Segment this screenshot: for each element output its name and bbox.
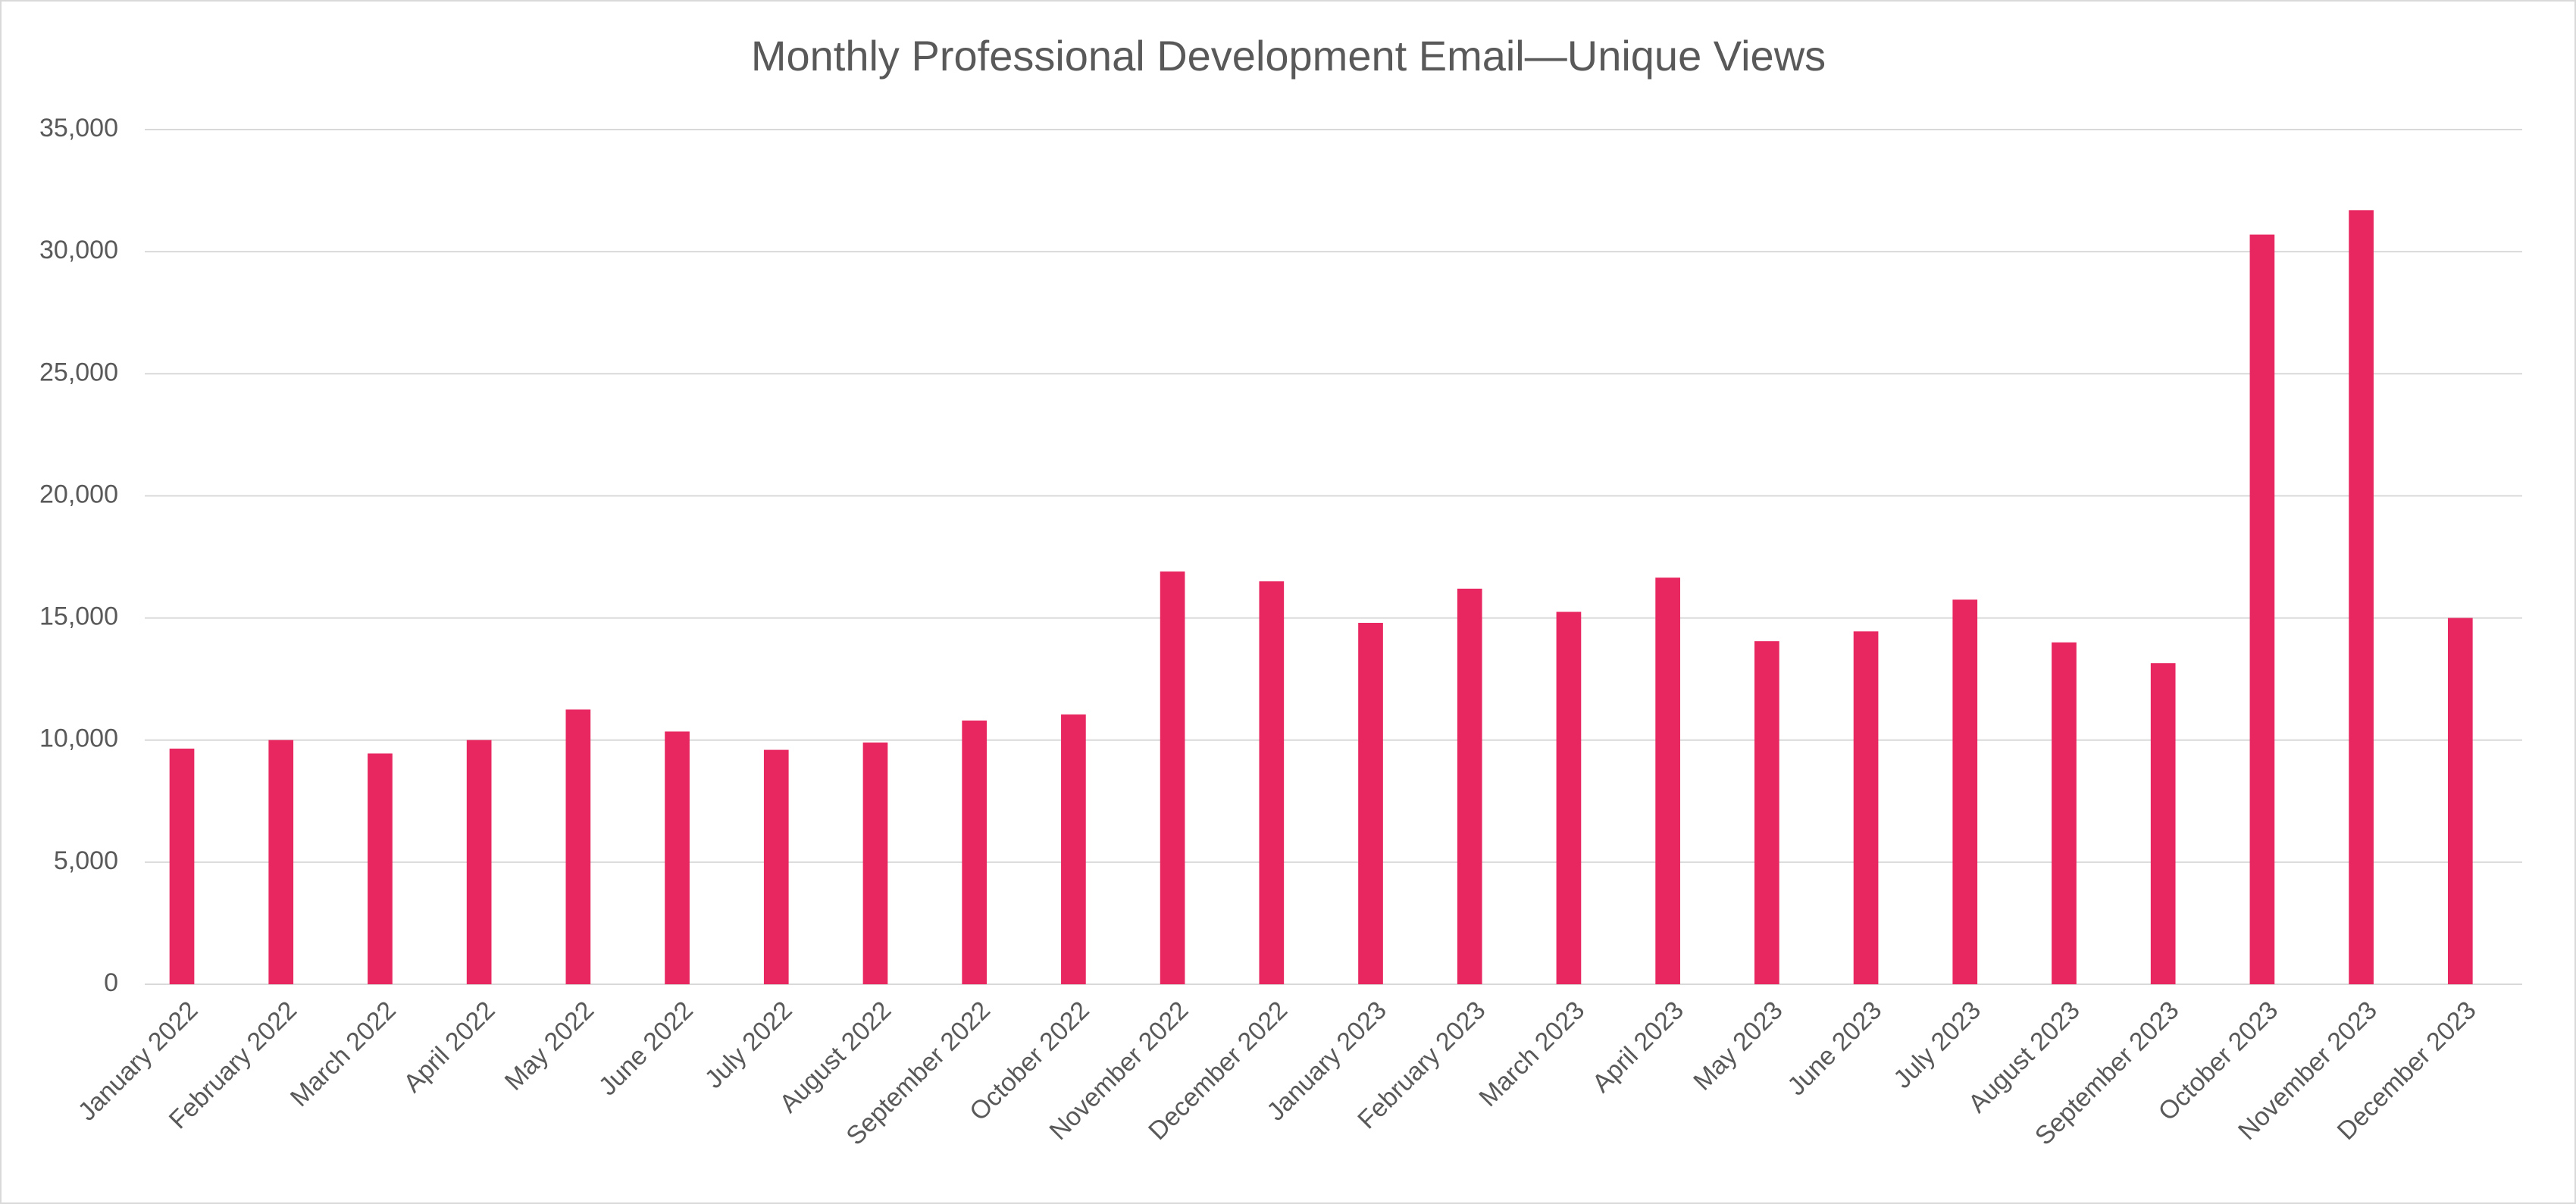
bar <box>368 753 393 984</box>
bar <box>1259 581 1285 984</box>
bar <box>763 749 789 984</box>
y-tick-label: 10,000 <box>39 724 118 753</box>
bar <box>565 709 591 984</box>
chart-title: Monthly Professional Development Email—U… <box>751 32 1826 80</box>
bar <box>169 748 195 984</box>
bar <box>862 742 888 984</box>
bar <box>2349 210 2374 985</box>
bar <box>1061 714 1086 984</box>
y-tick-label: 15,000 <box>39 602 118 631</box>
bar <box>1457 588 1482 984</box>
y-tick-label: 25,000 <box>39 358 118 386</box>
y-tick-label: 35,000 <box>39 114 118 142</box>
y-tick-label: 20,000 <box>39 480 118 508</box>
y-tick-label: 30,000 <box>39 236 118 264</box>
bar <box>2249 234 2275 984</box>
bar <box>2150 663 2176 984</box>
bar <box>2447 618 2473 984</box>
bar <box>1853 631 1879 984</box>
bar <box>1952 599 1978 984</box>
bar <box>466 740 492 984</box>
bar <box>1358 623 1383 984</box>
bar <box>2052 642 2077 984</box>
bar <box>1556 611 1582 984</box>
bar <box>1754 641 1779 984</box>
bar <box>1655 577 1680 984</box>
bar <box>962 720 988 984</box>
y-tick-label: 5,000 <box>54 846 118 875</box>
bar <box>1160 571 1185 984</box>
bar <box>268 740 294 984</box>
y-tick-label: 0 <box>104 968 118 997</box>
bar <box>665 731 690 984</box>
